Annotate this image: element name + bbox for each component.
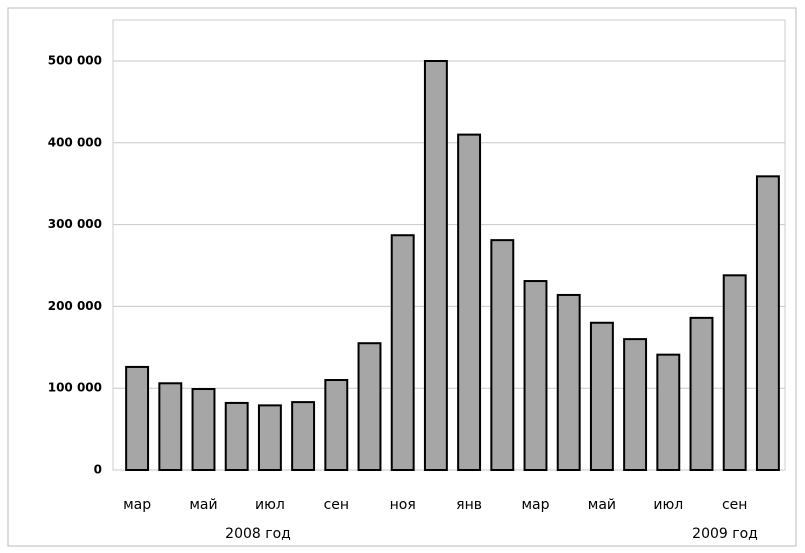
x-tick-label: май xyxy=(588,497,616,513)
bar xyxy=(490,239,515,471)
bar xyxy=(589,321,614,472)
bar xyxy=(623,338,648,471)
y-tick-label: 100 000 xyxy=(48,381,102,395)
bar xyxy=(125,365,150,472)
bar xyxy=(291,401,316,471)
x-tick-label: сен xyxy=(722,497,747,513)
y-tick-label: 300 000 xyxy=(48,217,102,231)
y-tick-label: 500 000 xyxy=(48,54,102,68)
x-tick-label: янв xyxy=(456,497,482,513)
y-tick-label: 400 000 xyxy=(48,135,102,149)
bar xyxy=(457,133,482,471)
x-tick-label: мар xyxy=(521,497,549,513)
x-tick-label: июл xyxy=(255,497,285,513)
bar xyxy=(158,382,183,471)
bar xyxy=(191,388,216,472)
y-tick-label: 200 000 xyxy=(48,299,102,313)
bar xyxy=(656,353,681,471)
bar xyxy=(224,401,249,472)
x-tick-label: мар xyxy=(123,497,151,513)
year-label: 2009 год xyxy=(692,526,758,542)
x-tick-label: ноя xyxy=(390,497,416,513)
bar xyxy=(523,280,548,471)
bar xyxy=(689,316,714,471)
x-tick-label: май xyxy=(189,497,217,513)
y-tick-label: 0 xyxy=(94,463,102,477)
bar xyxy=(556,293,581,471)
bar xyxy=(722,274,747,472)
bar xyxy=(357,342,382,471)
bar xyxy=(324,379,349,471)
bar xyxy=(423,60,448,471)
chart-frame xyxy=(7,7,797,547)
year-label: 2008 год xyxy=(225,526,291,542)
bar xyxy=(257,404,282,471)
x-tick-label: сен xyxy=(324,497,349,513)
x-tick-label: июл xyxy=(653,497,683,513)
bar xyxy=(755,175,780,471)
bar xyxy=(390,234,415,471)
